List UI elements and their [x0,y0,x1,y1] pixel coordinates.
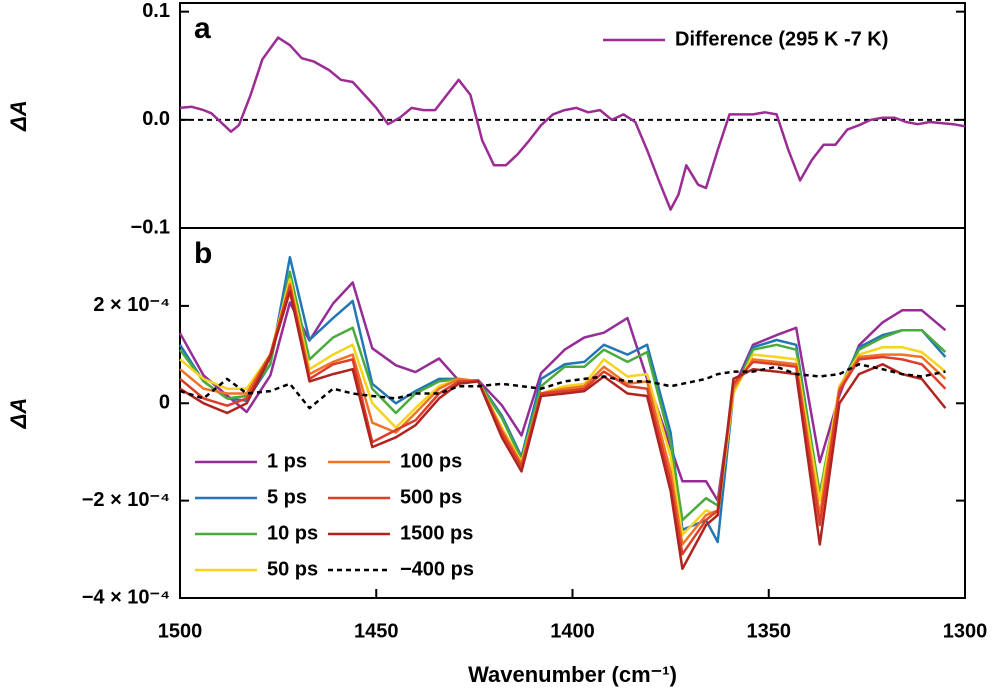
y-tick-label: 2 × 10⁻⁴ [93,294,170,316]
legend-label: 10 ps [267,522,318,544]
x-axis-label: Wavenumber (cm⁻¹) [468,662,677,687]
x-tick-label: 1400 [550,620,595,642]
legend-label: 100 ps [400,450,462,472]
panel-label: b [194,237,212,270]
legend-label: 1500 ps [400,522,473,544]
legend-label: 1 ps [267,450,307,472]
y-tick-label: 0 [159,392,170,414]
legend-label: 50 ps [267,558,318,580]
series-line [179,285,947,556]
series-line [179,36,966,211]
x-tick-label: 1500 [158,620,203,642]
series-line [179,363,946,410]
series-line [179,277,947,536]
y-tick-label: −4 × 10⁻⁴ [82,586,170,608]
y-tick-label: 0.1 [142,0,170,22]
series-line [178,281,947,502]
legend-label: Difference (295 K -7 K) [675,28,888,50]
y-tick-label: −2 × 10⁻⁴ [82,489,170,511]
legend-label: −400 ps [400,558,474,580]
panel-label: a [194,12,211,45]
series-line [179,282,947,546]
x-tick-label: 1450 [354,620,399,642]
legend-label: 5 ps [267,486,307,508]
x-tick-label: 1350 [747,620,792,642]
y-tick-label: 0.0 [142,108,170,130]
series-line [179,290,947,571]
legend-label: 500 ps [400,486,462,508]
series-line [178,270,947,522]
y-tick-label: −0.1 [131,216,170,238]
y-axis-label: ΔA [6,100,31,132]
y-axis-label: ΔA [6,398,31,430]
x-tick-label: 1300 [943,620,988,642]
